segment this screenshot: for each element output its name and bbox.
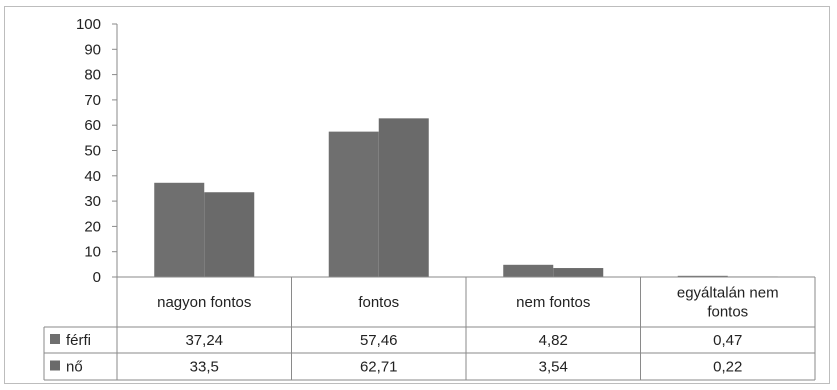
data-label: 57,46: [360, 332, 398, 349]
y-tick-label: 60: [84, 117, 101, 134]
chart-frame: [4, 6, 830, 384]
legend-label-nő: nő: [66, 359, 83, 376]
bar-férfi-2: [328, 131, 379, 277]
x-category-label: nagyon fontos: [157, 294, 251, 311]
x-category-label: egyáltalán nem: [677, 285, 779, 302]
y-tick-label: 0: [93, 269, 101, 286]
x-category-label: nem fontos: [516, 294, 590, 311]
legend-label-férfi: férfi: [66, 332, 91, 349]
legend-key-nő: [50, 360, 60, 371]
bar-nő-1: [204, 192, 255, 277]
bar-férfi-4: [677, 275, 728, 277]
data-label: 0,47: [713, 332, 742, 349]
bar-nő-2: [378, 118, 429, 278]
x-category-label: fontos: [358, 294, 399, 311]
legend-key-férfi: [50, 334, 60, 344]
y-tick-label: 10: [84, 244, 101, 261]
data-label: 33,5: [190, 359, 219, 376]
y-tick-label: 100: [76, 16, 101, 33]
y-tick-label: 30: [84, 193, 101, 210]
y-tick-label: 90: [84, 41, 101, 58]
data-label: 62,71: [360, 359, 398, 376]
y-tick-label: 80: [84, 67, 101, 84]
y-tick-label: 20: [84, 218, 101, 235]
data-table: nagyon fontos fontos nem fontos egyáltalán …: [43, 276, 816, 381]
y-tick-label: 50: [84, 143, 101, 160]
bar-nő-3: [553, 268, 604, 277]
data-label: 0,22: [713, 359, 742, 376]
y-axis: 0 10 20 30 40 50 60 70 80 90 100: [76, 16, 118, 286]
bars: [154, 118, 778, 278]
bar-férfi-3: [503, 264, 554, 277]
data-label: 3,54: [539, 359, 568, 376]
y-tick-label: 70: [84, 92, 101, 109]
bar-férfi-1: [154, 182, 205, 277]
data-label: 37,24: [185, 332, 223, 349]
x-category-label: fontos: [707, 304, 748, 321]
y-tick-label: 40: [84, 168, 101, 185]
data-label: 4,82: [539, 332, 568, 349]
